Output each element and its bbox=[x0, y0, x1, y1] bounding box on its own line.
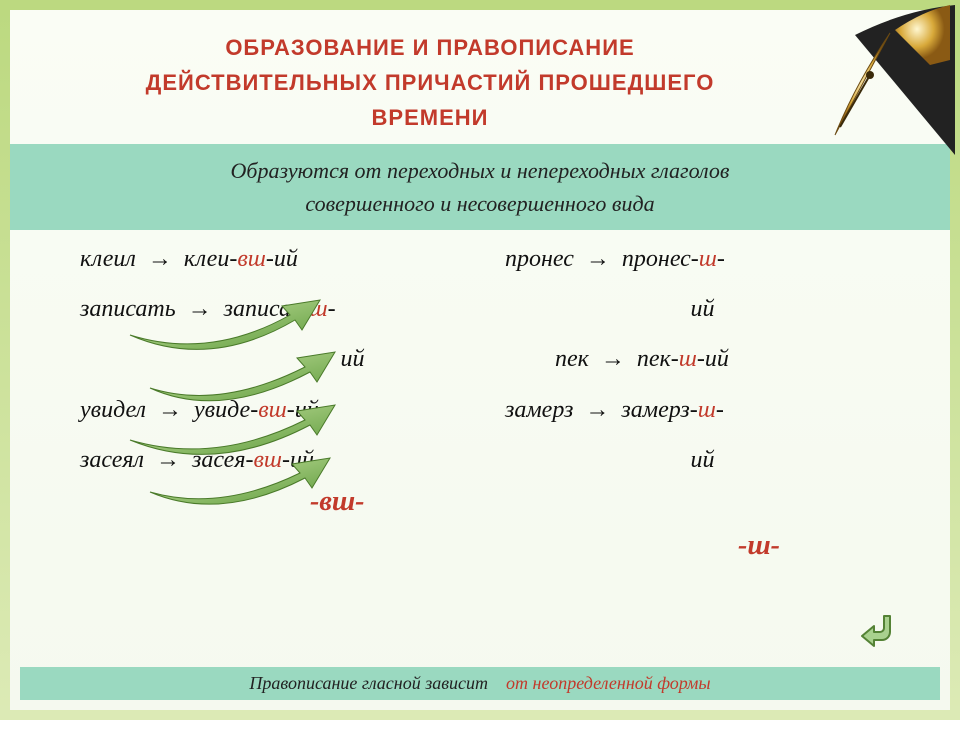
example-left: записать → записа-вш- bbox=[60, 284, 475, 334]
deriv-p2: - bbox=[717, 246, 725, 272]
arrow-icon: → bbox=[150, 447, 186, 473]
suffix: вш bbox=[253, 447, 282, 473]
example-row: записать → записа-вш- ий bbox=[60, 284, 900, 334]
suffix: ш bbox=[679, 346, 697, 372]
deriv-p1: увиде- bbox=[194, 397, 258, 423]
deriv-p1: пек- bbox=[637, 346, 679, 372]
arrow-icon: → bbox=[152, 397, 188, 423]
slide-frame: ОБРАЗОВАНИЕ И ПРАВОПИСАНИЕ ДЕЙСТВИТЕЛЬНЫ… bbox=[0, 0, 960, 720]
example-right: ий bbox=[475, 284, 900, 334]
suffix: вш bbox=[258, 397, 287, 423]
deriv-p1: пронес- bbox=[622, 246, 699, 272]
deriv-p2: -ий bbox=[266, 246, 298, 272]
footer-band: Правописание гласной зависит от неопреде… bbox=[20, 667, 940, 700]
examples-region: клеил → клеи-вш-ий пронес → пронес-ш- за… bbox=[10, 230, 950, 590]
deriv-p2: -ий bbox=[282, 447, 314, 473]
example-right: пронес → пронес-ш- bbox=[475, 234, 900, 284]
deriv-p1: клеи- bbox=[184, 246, 237, 272]
example-left: ий bbox=[60, 334, 525, 384]
arrow-icon: → bbox=[182, 296, 218, 322]
deriv-p1: засея- bbox=[192, 447, 254, 473]
arrow-icon: → bbox=[142, 246, 178, 272]
return-arrow-icon bbox=[856, 608, 900, 652]
src-word: записать bbox=[80, 296, 176, 322]
big-suffix-right: -ш- bbox=[310, 530, 820, 562]
src-word: засеял bbox=[80, 447, 144, 473]
example-left: засеял → засея-вш-ий bbox=[60, 435, 475, 485]
deriv-p2: - bbox=[328, 296, 336, 322]
pen-nib-icon bbox=[795, 5, 955, 155]
rule-line-2: совершенного и несовершенного вида bbox=[70, 187, 890, 220]
deriv-p1: замерз- bbox=[621, 397, 697, 423]
deriv-p2: ий bbox=[341, 346, 365, 372]
src-word: клеил bbox=[80, 246, 136, 272]
deriv-p2: - bbox=[716, 397, 724, 423]
title-line-2: ДЕЙСТВИТЕЛЬНЫХ ПРИЧАСТИЙ ПРОШЕДШЕГО bbox=[70, 65, 790, 100]
deriv-p2: ий bbox=[691, 447, 715, 473]
example-right: пек → пек-ш-ий bbox=[525, 334, 900, 384]
example-left: клеил → клеи-вш-ий bbox=[60, 234, 475, 284]
big-suffix-left: -вш- bbox=[310, 486, 820, 518]
example-right: замерз → замерз-ш- bbox=[475, 385, 900, 435]
suffix: вш bbox=[299, 296, 328, 322]
example-row: засеял → засея-вш-ий ий bbox=[60, 435, 900, 485]
suffix: вш bbox=[237, 246, 266, 272]
big-suffix-row: -ш- bbox=[60, 518, 900, 562]
footer-red: от неопределенной формы bbox=[506, 673, 711, 693]
example-left: увидел → увиде-вш-ий bbox=[60, 385, 475, 435]
rule-line-1: Образуются от переходных и непереходных … bbox=[70, 154, 890, 187]
arrow-icon: → bbox=[595, 346, 631, 372]
title-line-1: ОБРАЗОВАНИЕ И ПРАВОПИСАНИЕ bbox=[70, 30, 790, 65]
example-row: ий пек → пек-ш-ий bbox=[60, 334, 900, 384]
rule-band: Образуются от переходных и непереходных … bbox=[10, 144, 950, 230]
src-word: пронес bbox=[505, 246, 574, 272]
src-word: замерз bbox=[505, 397, 573, 423]
suffix: ш bbox=[699, 246, 717, 272]
arrow-icon: → bbox=[579, 397, 615, 423]
deriv-p1: записа- bbox=[224, 296, 299, 322]
deriv-p2: -ий bbox=[697, 346, 729, 372]
deriv-p2: -ий bbox=[287, 397, 319, 423]
deriv-p2: ий bbox=[691, 296, 715, 322]
example-right: ий bbox=[475, 435, 900, 485]
arrow-icon: → bbox=[580, 246, 616, 272]
return-button[interactable] bbox=[856, 608, 900, 652]
src-word: пек bbox=[555, 346, 589, 372]
big-suffix-row: -вш- bbox=[60, 486, 900, 518]
title-line-3: ВРЕМЕНИ bbox=[70, 100, 790, 135]
suffix: ш bbox=[698, 397, 716, 423]
footer-plain: Правописание гласной зависит bbox=[249, 673, 488, 693]
example-row: увидел → увиде-вш-ий замерз → замерз-ш- bbox=[60, 385, 900, 435]
src-word: увидел bbox=[80, 397, 146, 423]
example-row: клеил → клеи-вш-ий пронес → пронес-ш- bbox=[60, 234, 900, 284]
